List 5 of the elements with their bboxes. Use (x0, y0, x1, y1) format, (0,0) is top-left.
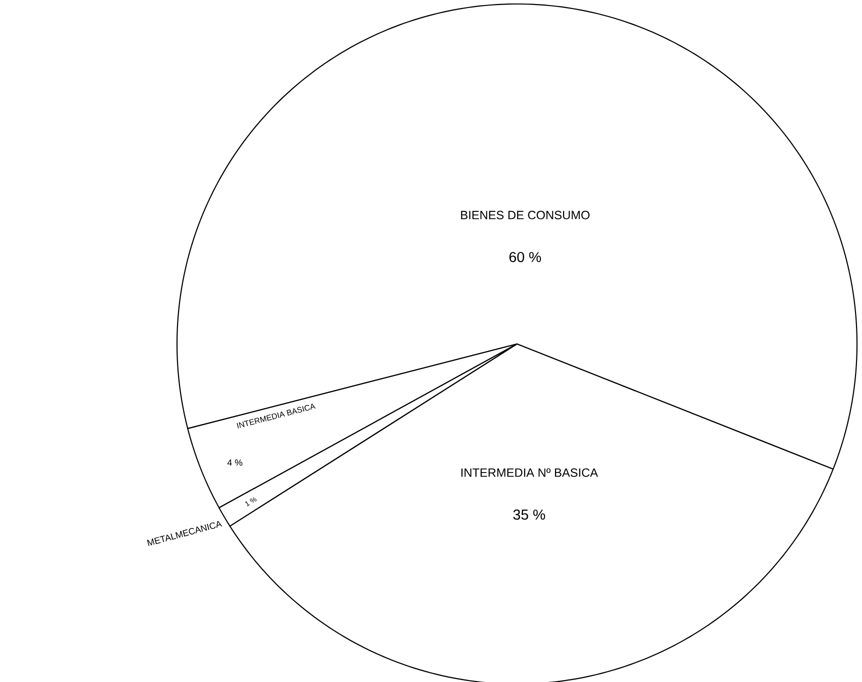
data-label: 4 % (227, 459, 242, 466)
data-label: 35 % (513, 510, 546, 520)
data-label: 60 % (509, 252, 542, 262)
slice-label: BIENES DE CONSUMO (461, 210, 590, 220)
slice-label: INTERMEDIA Nº BASICA (461, 468, 598, 477)
